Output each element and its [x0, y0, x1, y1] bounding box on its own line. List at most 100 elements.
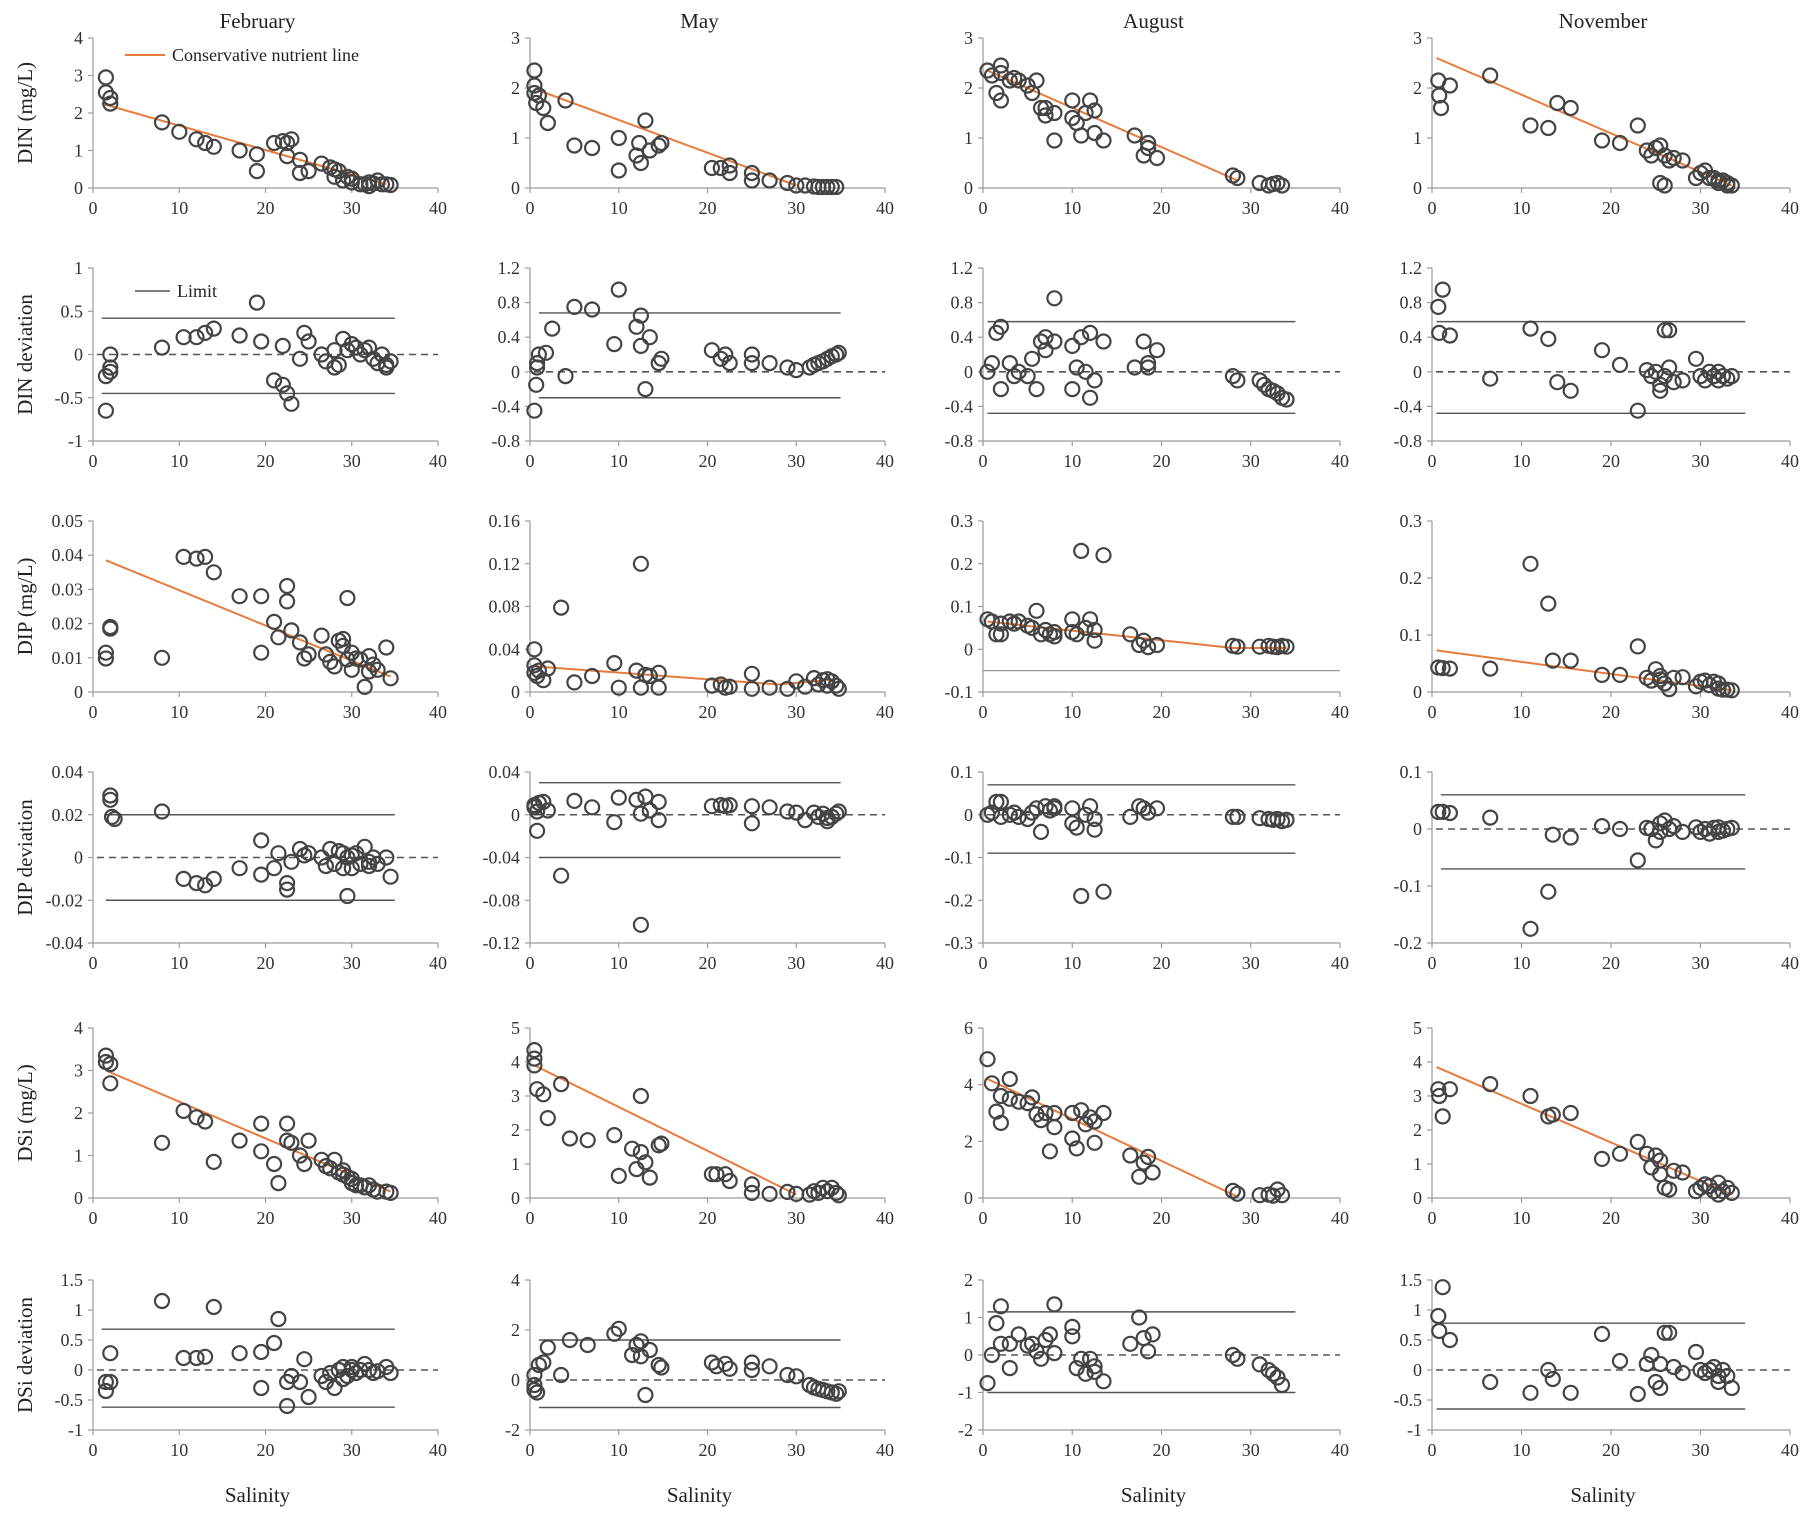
data-point: [382, 1184, 399, 1202]
x-tick-label: 20: [699, 451, 717, 471]
column-title: August: [1123, 9, 1184, 33]
data-point: [1073, 1102, 1090, 1119]
data-point: [1064, 1318, 1081, 1336]
data-point: [1719, 1179, 1736, 1196]
data-point: [583, 667, 601, 685]
data-point: [153, 649, 171, 666]
y-tick-label: -0.1: [1394, 876, 1423, 896]
data-point: [819, 178, 836, 196]
data-point: [1077, 806, 1094, 823]
data-point: [300, 163, 317, 180]
data-point: [641, 802, 658, 819]
data-point: [1540, 330, 1557, 347]
x-tick-label: 20: [1153, 1440, 1171, 1460]
x-tick-label: 30: [787, 702, 805, 722]
y-tick-label: 2: [964, 1131, 973, 1151]
data-point: [539, 802, 556, 819]
y-tick-label: 0: [1413, 682, 1422, 702]
y-tick-label: -0.5: [55, 1390, 84, 1410]
x-tick-label: 10: [1513, 1208, 1531, 1228]
data-point: [382, 1364, 399, 1382]
data-point: [1139, 1148, 1157, 1166]
y-tick-label: 4: [1413, 1052, 1422, 1072]
panel-din-dev-nov: 0 10 20 30 40 -0.8 -0.4 0 0.4 0.8 1.2: [1394, 258, 1800, 471]
data-point: [650, 811, 667, 829]
data-point: [1037, 798, 1054, 815]
x-tick-label: 30: [787, 1440, 805, 1460]
y-tick-label: 1.5: [61, 1270, 84, 1290]
data-point: [335, 172, 352, 189]
y-tick-label: 1: [74, 258, 83, 278]
data-point: [1081, 611, 1099, 628]
x-tick-label: 20: [699, 953, 717, 973]
data-point: [992, 1298, 1010, 1315]
conservative-nutrient-line: [987, 1078, 1238, 1198]
data-point: [1652, 1355, 1669, 1373]
x-tick-label: 30: [787, 198, 805, 218]
y-tick-label: 0: [511, 682, 520, 702]
x-tick-label: 10: [1063, 1208, 1081, 1228]
data-point: [291, 164, 309, 182]
panel-dip-dev-feb: 0 10 20 30 40 -0.04 -0.02 0 0.02 0.04 DIP deviatio…: [13, 762, 447, 973]
data-point: [1148, 800, 1166, 817]
data-point: [1430, 298, 1447, 315]
x-tick-label: 10: [610, 451, 628, 471]
data-point: [1081, 324, 1099, 341]
x-tick-label: 10: [1063, 953, 1081, 973]
data-point: [205, 870, 222, 888]
data-point: [1434, 281, 1451, 298]
data-point: [291, 1147, 309, 1164]
data-point: [1593, 1325, 1611, 1343]
y-tick-label: 4: [74, 28, 83, 48]
data-point: [296, 1351, 313, 1368]
data-point: [352, 855, 369, 873]
data-point: [1522, 117, 1539, 134]
data-point: [1046, 1344, 1063, 1362]
y-tick-label: 0: [1413, 819, 1422, 839]
data-point: [788, 362, 805, 379]
data-point: [1139, 139, 1157, 157]
x-tick-label: 30: [1692, 451, 1710, 471]
data-point: [708, 1358, 725, 1375]
data-point: [743, 172, 761, 189]
x-tick-label: 40: [1781, 702, 1799, 722]
data-point: [296, 1155, 313, 1173]
x-tick-label: 30: [1692, 702, 1710, 722]
data-point: [743, 164, 761, 182]
data-point: [300, 845, 317, 862]
data-point: [283, 1134, 300, 1151]
data-point: [1086, 1358, 1103, 1375]
data-point: [717, 1355, 734, 1372]
data-point: [1224, 368, 1242, 385]
y-tick-label: -0.02: [46, 890, 84, 910]
x-tick-label: 0: [1428, 1440, 1437, 1460]
data-point: [279, 1397, 296, 1415]
data-point: [1148, 342, 1166, 359]
data-point: [1701, 1177, 1718, 1195]
data-point: [197, 134, 214, 152]
y-tick-label: 3: [74, 1061, 83, 1081]
data-point: [637, 788, 654, 805]
x-tick-label: 40: [429, 1440, 447, 1460]
data-point: [1068, 1140, 1085, 1157]
y-tick-label: 0.3: [951, 511, 974, 531]
data-point: [343, 336, 360, 353]
data-point: [1638, 142, 1655, 159]
x-tick-label: 0: [526, 953, 535, 973]
data-point: [365, 656, 382, 673]
y-axis-title: DIN (mg/L): [13, 62, 37, 164]
data-point: [526, 1041, 543, 1059]
data-point: [641, 1169, 658, 1186]
data-point: [253, 1379, 270, 1397]
data-point: [1629, 402, 1646, 419]
data-point: [992, 1114, 1010, 1132]
x-tick-label: 40: [876, 1440, 894, 1460]
data-point: [743, 665, 761, 682]
data-point: [231, 142, 248, 159]
data-point: [1434, 1279, 1451, 1296]
panel-din-nov: 0 10 20 30 40 0 1 2 3 November: [1413, 9, 1799, 218]
x-tick-label: 40: [1781, 1440, 1799, 1460]
data-point: [1001, 1070, 1018, 1088]
data-point: [102, 791, 119, 808]
panel-dsi-feb: 0 10 20 30 40 0 1 2 3 4 DSi (mg/L): [13, 1018, 447, 1228]
